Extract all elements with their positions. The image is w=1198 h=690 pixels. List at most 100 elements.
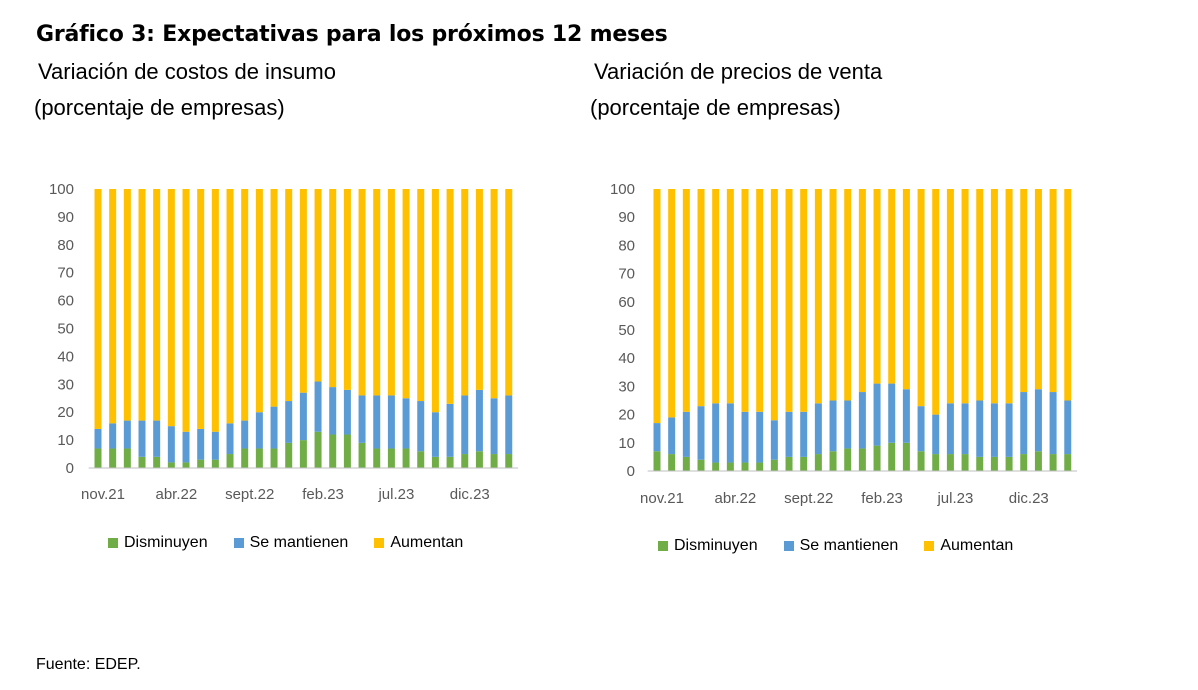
left-bar-se-mantienen	[109, 423, 117, 449]
left-bar-se-mantienen	[446, 403, 454, 457]
left-bar-disminuyen	[285, 442, 293, 468]
left-bar-disminuyen	[373, 448, 381, 468]
left-bar-disminuyen	[402, 448, 410, 468]
left-bar-disminuyen	[343, 434, 351, 468]
right-bar-se-mantienen	[1049, 392, 1057, 455]
left-bar-se-mantienen	[94, 428, 102, 449]
left-bar-se-mantienen	[329, 387, 337, 435]
right-bar-disminuyen	[653, 451, 661, 471]
right-bar-se-mantienen	[858, 392, 866, 449]
legend-swatch-blue	[783, 541, 794, 551]
left-bar-disminuyen	[241, 448, 249, 468]
right-bar-se-mantienen	[888, 383, 896, 443]
right-chart-title-line2: (porcentaje de empresas)	[590, 95, 841, 120]
left-y-tick-label: 20	[57, 404, 74, 421]
right-bar-se-mantienen	[961, 403, 969, 455]
right-bar-se-mantienen	[668, 417, 676, 455]
right-x-tick-label: abr.22	[714, 490, 756, 507]
right-bar-disminuyen	[785, 456, 793, 471]
right-bar-se-mantienen	[814, 403, 822, 455]
legend-label: Aumentan	[940, 537, 1014, 554]
left-bar-se-mantienen	[343, 389, 351, 435]
legend-item-disminuyen: Disminuyen	[658, 537, 758, 555]
left-bar-aumentan	[446, 189, 454, 404]
right-bar-aumentan	[756, 189, 764, 412]
right-bar-aumentan	[902, 189, 910, 390]
right-x-tick-label: jul.23	[936, 490, 973, 507]
left-bar-aumentan	[431, 189, 439, 413]
left-bar-disminuyen	[505, 454, 513, 468]
left-y-tick-label: 90	[57, 209, 74, 226]
left-bar-disminuyen	[138, 456, 146, 468]
right-bar-aumentan	[1020, 189, 1028, 393]
right-bar-se-mantienen	[1005, 403, 1013, 457]
left-y-tick-label: 100	[49, 181, 74, 198]
legend-swatch-yellow	[924, 541, 935, 551]
right-bar-disminuyen	[741, 462, 749, 471]
right-x-tick-label: nov.21	[640, 490, 684, 507]
left-bar-se-mantienen	[417, 401, 425, 452]
left-bar-disminuyen	[314, 431, 322, 468]
left-bar-disminuyen	[417, 451, 425, 468]
left-bar-disminuyen	[475, 451, 483, 468]
right-bar-disminuyen	[873, 445, 881, 471]
left-bar-aumentan	[505, 189, 513, 396]
right-bar-disminuyen	[668, 454, 676, 471]
legend-label: Disminuyen	[674, 537, 758, 554]
left-bar-disminuyen	[431, 456, 439, 468]
right-bar-disminuyen	[1034, 451, 1042, 471]
right-bar-disminuyen	[726, 462, 734, 471]
legend-label: Se mantienen	[799, 537, 899, 554]
right-bar-se-mantienen	[712, 403, 720, 463]
right-y-tick-label: 50	[618, 322, 635, 339]
left-bar-se-mantienen	[197, 428, 205, 460]
right-bar-disminuyen	[961, 454, 969, 471]
left-bar-aumentan	[270, 189, 278, 407]
left-bar-aumentan	[285, 189, 293, 402]
right-bar-aumentan	[932, 189, 940, 415]
legend-item-se-mantienen: Se mantienen	[233, 534, 348, 552]
right-bar-aumentan	[976, 189, 984, 401]
right-chart-plot: 0 10 20 30 40 50 60 70 80 90 100 nov.21 abr.22 sept.2…	[610, 181, 1078, 507]
right-bar-se-mantienen	[726, 403, 734, 463]
legend-swatch-yellow	[374, 538, 385, 548]
legend-swatch-green	[658, 541, 668, 551]
left-bar-aumentan	[197, 189, 205, 429]
right-y-tick-label: 100	[610, 181, 635, 198]
left-y-tick-label: 80	[57, 237, 74, 254]
left-bar-se-mantienen	[431, 412, 439, 457]
right-bar-aumentan	[917, 189, 925, 407]
right-bar-disminuyen	[1064, 454, 1072, 471]
right-bar-disminuyen	[902, 442, 910, 471]
right-y-tick-label: 30	[618, 378, 635, 395]
right-bar-se-mantienen	[844, 400, 852, 449]
left-bar-se-mantienen	[211, 431, 219, 460]
right-bar-disminuyen	[976, 456, 984, 471]
left-bar-se-mantienen	[241, 420, 249, 449]
left-bar-se-mantienen	[299, 392, 307, 441]
left-bar-se-mantienen	[270, 406, 278, 449]
left-bar-aumentan	[255, 189, 263, 413]
left-bar-se-mantienen	[505, 395, 513, 455]
left-bar-aumentan	[138, 189, 146, 421]
left-bar-aumentan	[402, 189, 410, 399]
left-y-tick-label: 0	[66, 460, 74, 477]
right-bar-aumentan	[1005, 189, 1013, 404]
left-bar-aumentan	[373, 189, 381, 396]
right-x-tick-label: feb.23	[861, 490, 903, 507]
right-bar-se-mantienen	[653, 423, 661, 452]
left-bar-aumentan	[329, 189, 337, 388]
left-y-tick-label: 60	[57, 293, 74, 310]
right-bar-disminuyen	[990, 456, 998, 471]
right-bar-disminuyen	[932, 454, 940, 471]
right-y-tick-label: 80	[618, 237, 635, 254]
right-bar-aumentan	[726, 189, 734, 404]
left-bar-se-mantienen	[402, 398, 410, 449]
left-bar-disminuyen	[358, 442, 366, 468]
right-y-tick-label: 10	[618, 435, 635, 452]
left-x-tick-label: abr.22	[155, 486, 197, 503]
right-bar-se-mantienen	[1064, 400, 1072, 455]
left-bar-disminuyen	[490, 454, 498, 468]
right-bar-disminuyen	[858, 448, 866, 471]
right-bar-se-mantienen	[873, 383, 881, 446]
